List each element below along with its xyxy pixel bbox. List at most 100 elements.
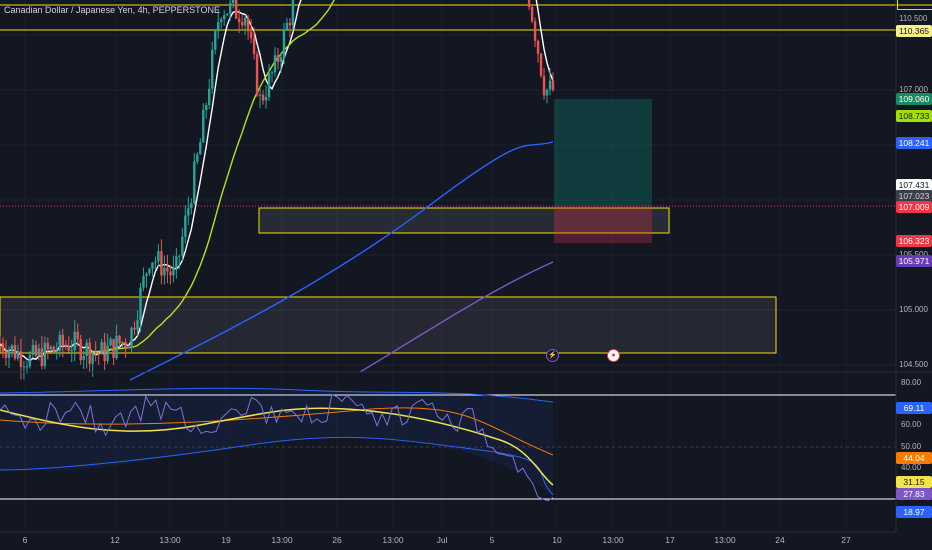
candle-body xyxy=(13,345,17,359)
price-badge: 110.365 xyxy=(896,25,932,37)
time-tick-label: Jul xyxy=(436,535,448,545)
ma-blue xyxy=(129,141,554,381)
candle-body xyxy=(16,351,20,359)
candle-body xyxy=(175,256,178,268)
rsi-badge: 31.15 xyxy=(896,476,932,488)
flag-icon[interactable]: ● xyxy=(607,349,620,362)
price-badge: 106.323 xyxy=(896,235,932,247)
price-tick-label: 105.500 xyxy=(899,250,928,259)
candle-body xyxy=(49,346,53,350)
price-tick-label: 110.500 xyxy=(899,14,928,23)
lightning-icon[interactable]: ⚡ xyxy=(546,349,559,362)
candle-body xyxy=(545,89,549,96)
candle-body xyxy=(79,339,82,361)
candle-body xyxy=(214,31,217,50)
rsi-line xyxy=(0,393,554,502)
candle-body xyxy=(228,3,232,14)
candle-body xyxy=(154,261,157,263)
price-badge: 108.733 xyxy=(896,110,932,122)
candle-body xyxy=(267,73,271,98)
candle-body xyxy=(40,348,44,367)
candle-body xyxy=(536,40,540,54)
candle-body xyxy=(264,97,268,101)
time-tick-label: 19 xyxy=(221,535,231,545)
candle-body xyxy=(217,22,220,32)
candle-body xyxy=(103,342,106,361)
price-badge: 108.241 xyxy=(896,137,932,149)
candle-body xyxy=(240,21,244,26)
candle-body xyxy=(285,22,289,30)
grid-lines xyxy=(0,34,895,366)
candle-body xyxy=(199,142,202,155)
candle-body xyxy=(139,287,142,321)
candle-body xyxy=(58,334,61,351)
candle-body xyxy=(160,251,163,276)
time-tick-label: 24 xyxy=(775,535,785,545)
rsi-tick-label: 40.00 xyxy=(901,463,922,472)
rsi-tick-label: 60.00 xyxy=(901,420,922,429)
candle-body xyxy=(31,344,35,355)
candle-body xyxy=(46,342,50,350)
candle-body xyxy=(34,344,38,356)
price-tick-label: 104.500 xyxy=(899,360,928,369)
candle-body xyxy=(243,17,247,26)
candle-body xyxy=(121,341,124,344)
time-tick-label: 5 xyxy=(489,535,495,545)
candle-body xyxy=(193,161,196,204)
candle-body xyxy=(151,262,154,269)
candle-body xyxy=(136,320,139,330)
candle-body xyxy=(109,339,112,346)
candle-body xyxy=(288,22,292,26)
symbol-title[interactable]: Canadian Dollar / Japanese Yen, 4h, PEPP… xyxy=(4,5,220,15)
candle-body xyxy=(166,267,169,272)
candle-body xyxy=(28,354,32,367)
candle-body xyxy=(208,88,211,106)
candle-body xyxy=(67,346,70,351)
candle-body xyxy=(270,72,274,74)
time-tick-label: 27 xyxy=(841,535,851,545)
candle-body xyxy=(539,53,543,76)
candle-body xyxy=(202,109,205,143)
candle-body xyxy=(258,94,262,96)
candle-body xyxy=(282,29,286,58)
candle-body xyxy=(88,342,91,364)
candle-body xyxy=(0,343,2,344)
candle-body xyxy=(130,327,133,349)
price-tick-label: 107.000 xyxy=(899,85,928,94)
rsi-band-upper xyxy=(0,387,554,403)
demand-zone-small xyxy=(258,207,670,234)
candle-body xyxy=(73,331,76,350)
candle-body xyxy=(25,366,29,368)
candle-body xyxy=(276,55,280,62)
time-tick-label: 13:00 xyxy=(602,535,624,545)
candle-body xyxy=(172,267,175,276)
candle-body xyxy=(118,335,121,344)
candle-body xyxy=(548,80,552,90)
candle-body xyxy=(124,341,127,348)
candle-body xyxy=(157,251,160,262)
candle-body xyxy=(55,350,58,352)
candle-body xyxy=(231,0,235,4)
candle-body xyxy=(246,17,250,32)
rsi-panel xyxy=(0,387,896,502)
candle-body xyxy=(261,94,265,101)
candle-body xyxy=(22,366,26,368)
candle-body xyxy=(252,38,256,55)
candle-body xyxy=(70,349,73,351)
candle-body xyxy=(97,353,100,355)
candle-body xyxy=(273,55,277,73)
top-right-box xyxy=(897,0,932,10)
candle-body xyxy=(169,271,172,276)
rsi-tick-label: 80.00 xyxy=(901,378,922,387)
candle-body xyxy=(112,339,115,359)
rsi-badge: 18.97 xyxy=(896,506,932,518)
candle-body xyxy=(234,0,238,19)
price-badge: 107.431 xyxy=(896,179,932,191)
candle-body xyxy=(255,54,259,96)
candle-body xyxy=(211,49,214,89)
time-tick-label: 17 xyxy=(665,535,675,545)
candle-body xyxy=(222,15,226,20)
candle-body xyxy=(82,355,85,361)
candle-body xyxy=(94,352,97,354)
